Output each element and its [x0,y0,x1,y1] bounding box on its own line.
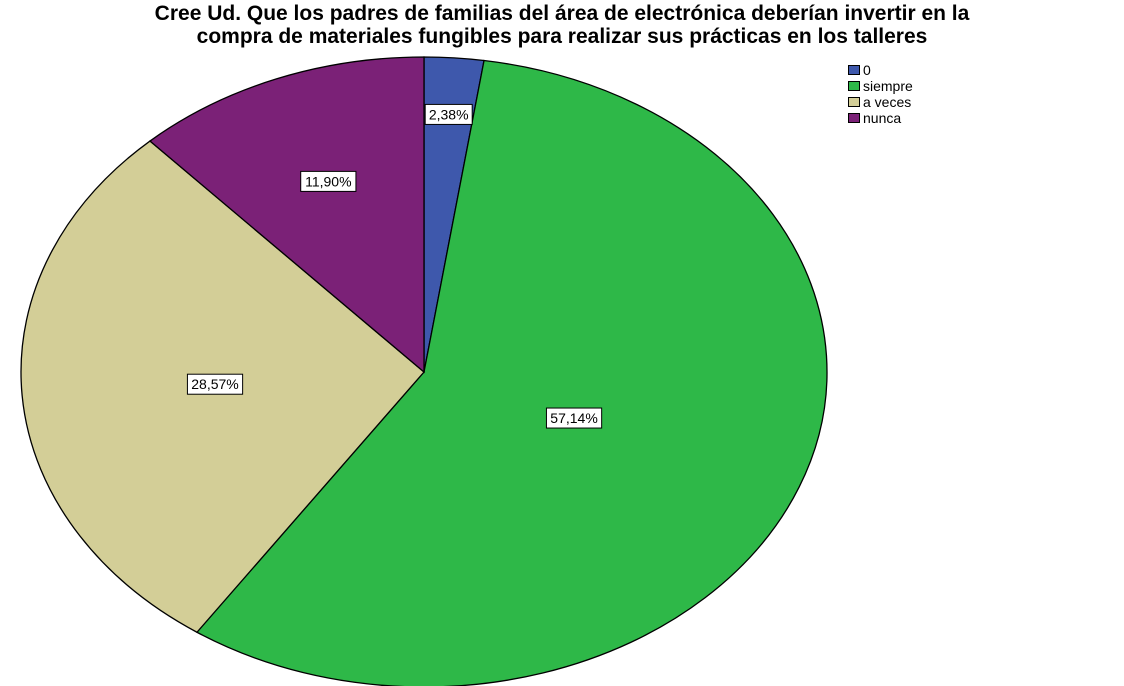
slice-label-text: 2,38% [429,106,469,122]
legend-item-0: 0 [848,62,913,78]
legend-label-0: 0 [863,62,871,78]
pie-slice-nunca [148,56,425,374]
slice-label-box [300,170,357,192]
legend-label-nunca: nunca [863,110,902,126]
pie-slices [20,56,828,686]
legend-item-nunca: nunca [848,110,913,126]
legend-label-a-veces: a veces [863,94,912,110]
legend-item-siempre: siempre [848,78,913,94]
legend-swatch-siempre [848,81,860,91]
slice-label-text: 11,90% [305,173,351,189]
slice-label-siempre: 57,14% [545,407,603,429]
legend-swatch-0 [848,65,860,75]
pie-slice-siempre [195,59,828,686]
slice-label-box [545,407,603,429]
slice-label-a-veces: 28,57% [186,373,244,395]
slice-label-text: 28,57% [191,376,238,392]
legend-label-siempre: siempre [863,78,913,94]
slice-label-box [424,103,473,125]
slice-label-nunca: 11,90% [300,170,357,192]
chart-title: Cree Ud. Que los padres de familias del … [0,2,1124,48]
chart-title-line-1: Cree Ud. Que los padres de familias del … [154,2,970,25]
chart-title-line-2: compra de materiales fungibles para real… [196,25,928,48]
slice-label-box [186,373,244,395]
legend-swatch-a-veces [848,97,860,107]
pie-labels: 2,38% 57,14% 28,57% 11,90% [186,103,603,429]
legend-swatch-nunca [848,113,860,123]
legend: 0 siempre a veces nunca [848,62,913,126]
legend-item-a-veces: a veces [848,94,913,110]
slice-label-text: 57,14% [550,410,597,426]
slice-label-0: 2,38% [424,103,473,125]
